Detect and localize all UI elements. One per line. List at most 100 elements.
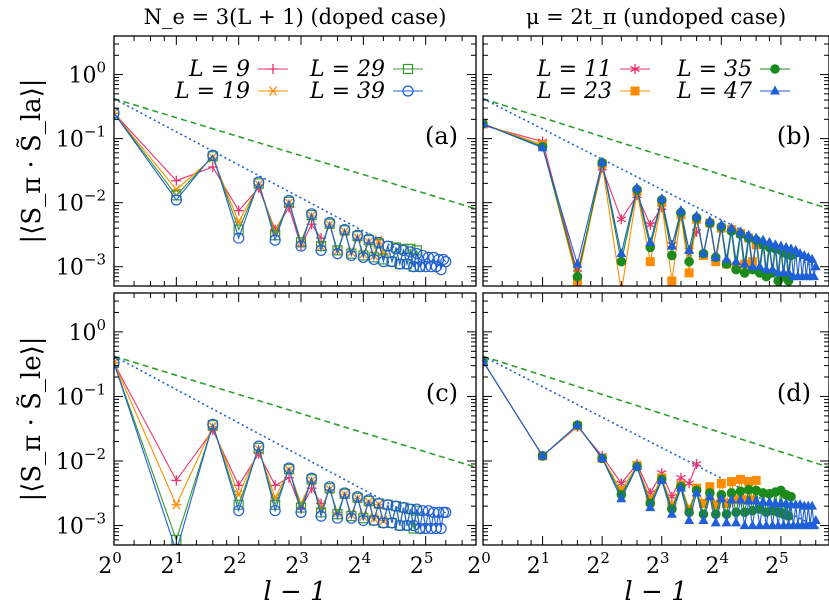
circle-marker [440,506,452,518]
triangle-marker [758,496,769,506]
circle-marker [114,107,120,119]
circle-marker [283,462,295,474]
triangle-marker [770,239,781,249]
triangle-marker [726,494,737,504]
triangle-marker [684,244,695,254]
triangle-marker [735,494,746,504]
panel-label: (c) [426,379,458,407]
legend-label: L = 9 [188,57,250,82]
square-marker [726,477,736,487]
asterisk-marker [373,235,384,246]
star-marker [630,64,640,74]
circle-marker [417,249,429,262]
x-tick-label: 24 [706,549,730,579]
circle-marker [414,261,426,273]
triangle-marker [616,248,627,258]
legend-label: L = 23 [536,79,612,104]
panel-d: 20 21 22 23 24 25 (d) [467,292,829,579]
x-tick-label: 22 [223,549,247,579]
panel-label: (a) [425,122,458,150]
reference-line [114,355,401,510]
circle-marker [440,256,452,268]
panel-c: 10−3 10−2 10−1 100 20 21 22 23 24 25 (c) [56,292,477,579]
triangle-marker [666,508,677,518]
series-L23 [483,356,761,514]
plot-area [483,97,829,286]
circle-marker [408,519,420,532]
circle-marker [295,240,307,252]
triangle-marker [807,253,818,263]
circle-marker [305,472,318,484]
plus-marker [171,475,182,486]
legend-label: L = 19 [174,79,250,104]
circle-marker [324,481,336,493]
circle-marker [114,357,120,369]
asterisk-marker [171,499,182,510]
circle-marker [331,248,344,260]
circle-marker [382,240,394,252]
circle-marker [295,506,307,518]
triangle-marker [537,450,548,460]
legend-label: L = 39 [309,79,385,104]
square-marker [731,495,741,505]
axes-frame [113,292,477,546]
triangle-marker [731,517,742,527]
triangle-marker [572,419,583,429]
panel-title: μ = 2t_π (undoped case) [526,5,786,29]
x-tick-label: 23 [285,549,309,579]
asterisk-marker [368,513,379,524]
plot-area [483,355,829,530]
square-marker [711,500,721,510]
triangle-marker [483,355,488,365]
x-tick-label: 22 [586,549,610,579]
series-L47 [483,355,821,530]
triangle-marker [721,253,732,263]
circle-marker [402,85,414,97]
triangle-marker [656,193,667,203]
legend-label: L = 29 [309,57,385,82]
circle-marker [731,264,741,275]
triangle-marker [754,520,765,530]
panel-title: N_e = 3(L + 1) (doped case) [144,5,447,29]
triangle-marker [572,258,583,268]
panel-label: (d) [777,379,811,407]
circle-marker [345,512,357,524]
circle-marker [783,511,794,521]
square-marker [233,224,244,235]
triangle-marker [743,495,754,505]
legend-label: L = 47 [676,79,752,104]
triangle-marker [704,215,715,225]
reference-line [483,97,829,210]
circle-marker [382,499,394,511]
triangle-marker [704,491,715,501]
x-tick-label: 20 [467,549,491,579]
circle-marker [739,268,750,278]
plus-marker [268,64,278,74]
triangle-marker [691,487,702,497]
circle-marker [377,517,390,529]
square-marker [722,498,732,508]
circle-marker [305,208,318,220]
triangle-marker [616,493,627,503]
square-marker [735,474,745,484]
star-marker [645,219,656,230]
circle-marker [435,522,447,535]
circle-marker [351,491,364,503]
triangle-marker [743,229,754,239]
circle-marker [363,233,375,245]
axes-frame [482,292,829,546]
series-L9 [114,108,327,252]
square-marker [705,482,715,492]
circle-marker [417,505,429,517]
circle-marker [394,519,406,532]
circle-marker [397,244,410,256]
circle-marker [390,500,402,512]
triangle-marker [810,514,821,524]
circle-marker [404,246,416,258]
circle-marker [373,497,385,510]
square-marker [751,475,761,485]
triangle-marker [537,142,548,152]
triangle-marker [751,232,762,242]
circle-marker [667,250,677,261]
circle-marker [269,234,281,246]
